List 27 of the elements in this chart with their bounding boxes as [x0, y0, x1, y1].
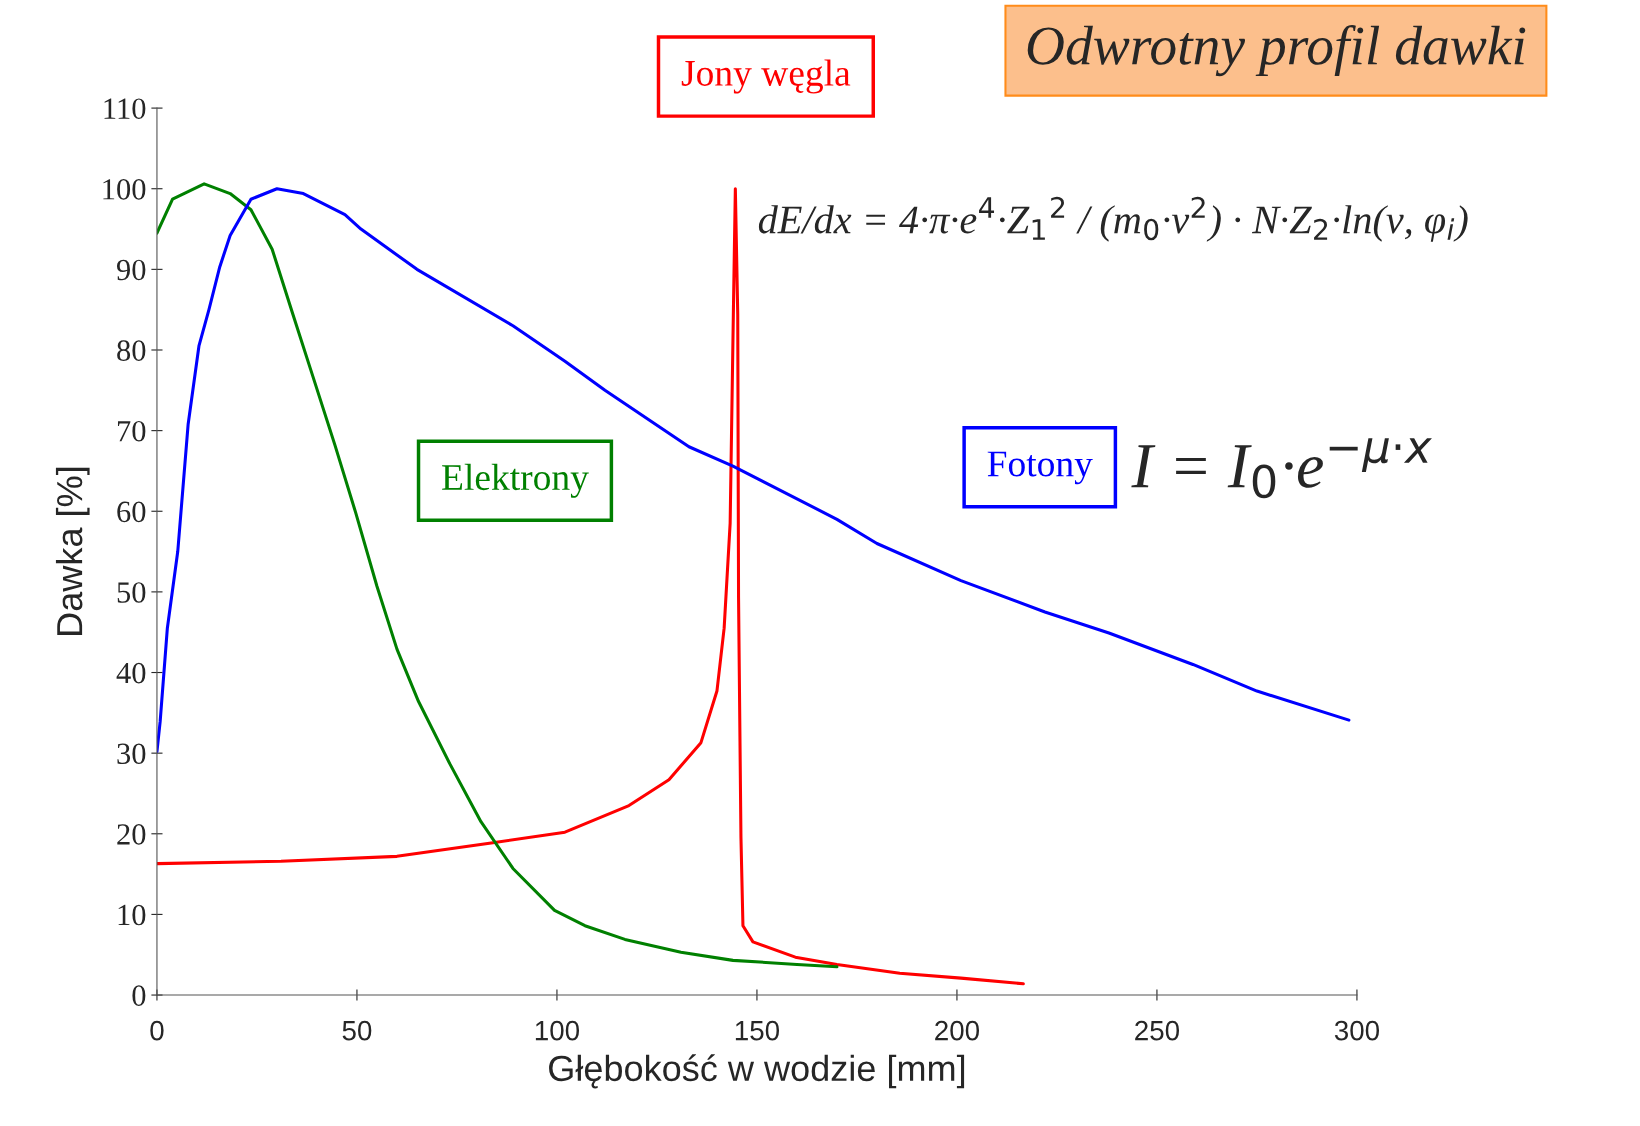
y-tick-label: 60 — [117, 501, 146, 523]
text: Fotony — [987, 451, 1093, 485]
x-tick-label: 50 — [342, 1020, 372, 1041]
y-tick-label: 40 — [116, 662, 146, 684]
y-tick-label: 80 — [117, 340, 146, 361]
y-tick-label: 10 — [118, 904, 146, 926]
x-tick-label: 150 — [735, 1020, 780, 1041]
y-tick-label: 70 — [117, 420, 146, 442]
chart-title: Odwrotny profil dawki — [1027, 25, 1526, 77]
text: Elektrony — [442, 463, 589, 498]
text: Jony węgla — [681, 59, 851, 94]
y-tick-label: 100 — [103, 179, 146, 200]
text: dE/dx = 4·π·e$^{4}$·Z$_{1}$$^{2}$ / (m$_{0}$·v$^{2}$) · N·Z$_{2}$·ln(v, φ$_{i}$) — [758, 196, 1468, 242]
y-tick-label: 0 — [132, 985, 146, 1006]
y-tick-label: 30 — [117, 743, 146, 765]
x-tick-label: 0 — [150, 1020, 164, 1041]
y-tick-label: 50 — [117, 582, 146, 603]
y-axis-title: Dawka [%] — [55, 467, 90, 635]
x-tick-label: 300 — [1334, 1020, 1380, 1041]
x-axis-title: Głębokość w wodzie [mm] — [549, 1054, 965, 1089]
x-tick-label: 200 — [935, 1020, 980, 1041]
y-tick-label: 20 — [117, 824, 146, 845]
y-tick-label: 90 — [116, 259, 146, 281]
annotation: I = I$_{0}$·e$^{−μ·x}$ — [1131, 438, 1432, 499]
x-tick-label: 250 — [1135, 1020, 1180, 1041]
x-tick-label: 100 — [535, 1020, 580, 1041]
y-tick-label: 110 — [104, 98, 146, 119]
